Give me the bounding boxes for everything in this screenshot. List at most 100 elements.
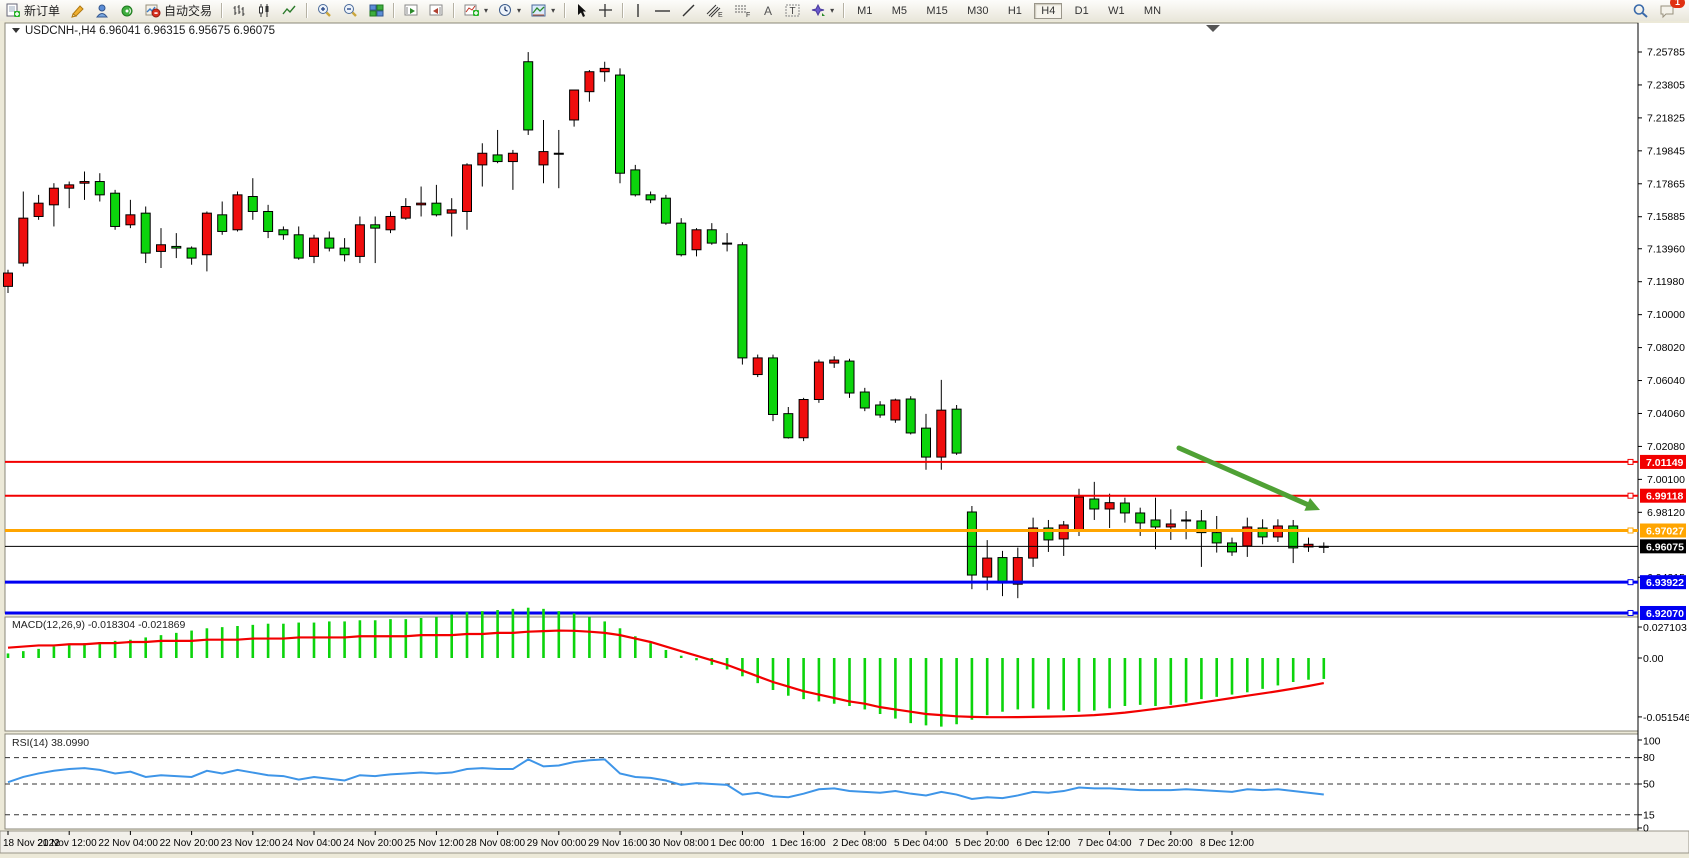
main-pane[interactable]: [4, 22, 1639, 614]
chart-menu-triangle-icon[interactable]: [12, 28, 20, 33]
timeframe-m5[interactable]: M5: [891, 4, 907, 17]
timeframe-m1[interactable]: M1: [857, 4, 873, 17]
auto-trading-label: 自动交易: [164, 4, 213, 18]
price-tick: 7.10000: [1647, 309, 1685, 321]
text-label-button[interactable]: T: [781, 0, 805, 21]
publisher-button[interactable]: [91, 0, 114, 21]
bar-chart-button[interactable]: [228, 0, 251, 21]
bull-candle: [33, 202, 44, 217]
chart-shift-button[interactable]: [425, 0, 448, 21]
bull-candle: [1074, 496, 1084, 531]
bear-candle: [186, 247, 197, 259]
time-tick: 7 Dec 04:00: [1078, 838, 1132, 849]
time-tick: 23 Nov 12:00: [221, 838, 281, 849]
cursor-button[interactable]: [571, 0, 592, 21]
time-tick: 18 Nov 2022: [3, 838, 60, 849]
candlestick-button[interactable]: [253, 0, 276, 21]
bull-candle: [400, 205, 411, 219]
signals-button[interactable]: [116, 0, 139, 21]
macd-signal-line: [7, 629, 1325, 719]
time-axis[interactable]: [0, 830, 1689, 854]
auto-scroll-button[interactable]: [400, 0, 423, 21]
timeframe-d1[interactable]: D1: [1074, 4, 1089, 17]
line-anchor-marker: [1627, 458, 1634, 465]
bear-candle: [1119, 502, 1130, 514]
bear-candle: [1150, 519, 1161, 528]
bear-candle: [768, 357, 778, 415]
rsi-scale-tick: 80: [1643, 752, 1655, 764]
bull-candle: [829, 359, 840, 364]
toolbar-separator: [453, 3, 456, 18]
toolbar-separator: [306, 3, 309, 18]
new-order-button[interactable]: 新订单: [1, 0, 64, 21]
svg-text:T: T: [790, 6, 796, 17]
timeframe-m30[interactable]: M30: [967, 4, 989, 17]
toolbar: 新订单 自动交易: [0, 0, 1689, 22]
bear-candle: [783, 413, 794, 439]
timeframe-m15[interactable]: M15: [926, 4, 948, 17]
horizontal-line-button[interactable]: [650, 0, 675, 21]
zoom-in-button[interactable]: [313, 0, 337, 21]
price-label-box: [1640, 488, 1686, 503]
fibonacci-button[interactable]: F: [730, 0, 756, 21]
price-tick: 7.15885: [1647, 211, 1685, 223]
rsi-pane[interactable]: [4, 733, 1639, 830]
bull-candle: [982, 557, 993, 578]
chart-canvas[interactable]: 7.25785 7.23805 7.21825 7.19845 7.17865 7.158…: [0, 21, 1689, 858]
chevron-down-icon: ▾: [517, 6, 522, 15]
clock-icon: [499, 4, 512, 16]
crosshair-icon: [599, 4, 613, 17]
auto-trading-button[interactable]: 自动交易: [141, 0, 216, 21]
price-axis[interactable]: [1638, 23, 1689, 831]
chart-window[interactable]: 7.25785 7.23805 7.21825 7.19845 7.17865 7.158…: [0, 21, 1689, 858]
timeframe-mn[interactable]: MN: [1143, 4, 1162, 17]
periods-button[interactable]: ▾: [494, 0, 525, 21]
templates-button[interactable]: ▾: [527, 0, 559, 21]
candlestick-icon: [259, 4, 269, 17]
bull-candle: [416, 202, 427, 206]
vertical-line-button[interactable]: [629, 0, 648, 21]
bull-candle: [79, 181, 90, 184]
zoom-in-icon: [318, 4, 331, 17]
bull-candle: [553, 152, 564, 155]
bear-candle: [1288, 525, 1299, 549]
search-button[interactable]: [1628, 0, 1653, 21]
price-label: 6.92070: [1646, 608, 1684, 620]
text-button[interactable]: A: [758, 0, 779, 21]
price-label: 7.01149: [1646, 457, 1684, 469]
equidistant-channel-button[interactable]: E: [702, 0, 728, 21]
macd-pane[interactable]: [4, 616, 1639, 732]
tile-windows-button[interactable]: [365, 0, 388, 21]
bear-candle: [1211, 532, 1222, 544]
svg-text:E: E: [718, 12, 723, 18]
trend-arrow[interactable]: [1176, 445, 1312, 508]
bear-candle: [1043, 527, 1054, 541]
toolbar-separator: [393, 3, 396, 18]
bear-candle: [966, 511, 977, 576]
price-tick: 7.19845: [1647, 145, 1685, 157]
price-label-box: [1640, 575, 1686, 590]
time-tick: 22 Nov 04:00: [98, 838, 158, 849]
crayon-button[interactable]: [66, 0, 89, 21]
indicators-button[interactable]: ▾: [460, 0, 492, 21]
crosshair-button[interactable]: [594, 0, 617, 21]
bull-candle: [599, 67, 610, 73]
notifications-button[interactable]: 1: [1655, 0, 1685, 21]
trendline-button[interactable]: [677, 0, 700, 21]
timeframe-h4[interactable]: H4: [1034, 2, 1063, 19]
arrows-button[interactable]: ▾: [807, 0, 838, 21]
bear-candle: [1181, 519, 1192, 522]
price-tick: 7.25785: [1647, 47, 1685, 59]
toolbar-separator: [564, 3, 567, 18]
zoom-out-button[interactable]: [339, 0, 363, 21]
chart-shift-marker[interactable]: [1206, 25, 1220, 32]
candles: [3, 52, 1329, 599]
bull-candle: [48, 187, 59, 206]
timeframe-w1[interactable]: W1: [1108, 4, 1125, 17]
time-tick: 29 Nov 16:00: [588, 838, 648, 849]
bull-candle: [1104, 502, 1115, 510]
toolbar-separator: [221, 3, 224, 18]
line-chart-button[interactable]: [278, 0, 301, 21]
bear-candle: [140, 212, 151, 254]
timeframe-h1[interactable]: H1: [1007, 4, 1022, 17]
